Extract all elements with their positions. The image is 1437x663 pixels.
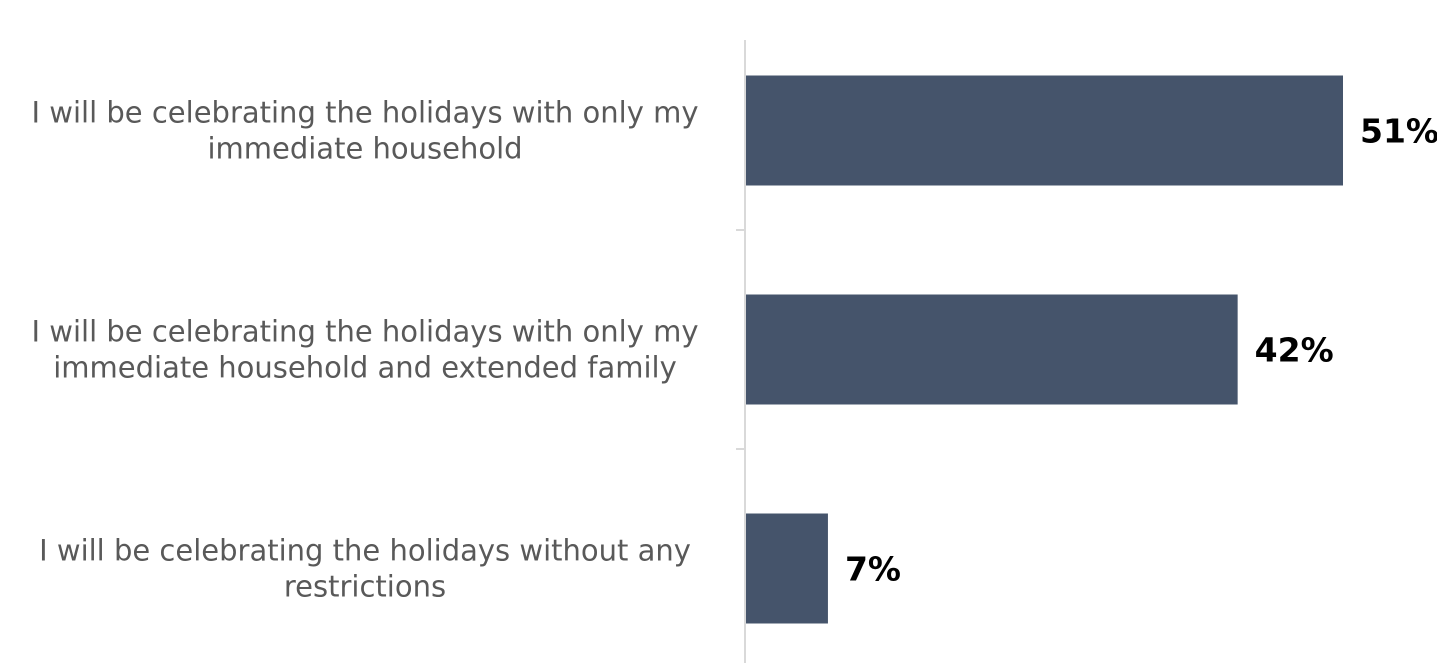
category-label: I will be celebrating the holidays witho… bbox=[39, 534, 691, 604]
category-label-line: I will be celebrating the holidays with … bbox=[32, 96, 699, 130]
category-label-line: restrictions bbox=[284, 570, 446, 604]
data-label: 7% bbox=[845, 550, 901, 589]
data-label: 51% bbox=[1360, 112, 1437, 151]
data-label: 42% bbox=[1255, 331, 1334, 370]
category-label-line: immediate household and extended family bbox=[53, 351, 677, 385]
bar bbox=[746, 294, 1238, 405]
category-label: I will be celebrating the holidays with … bbox=[32, 96, 699, 166]
category-label: I will be celebrating the holidays with … bbox=[32, 315, 699, 385]
category-label-line: I will be celebrating the holidays with … bbox=[32, 315, 699, 349]
bar bbox=[746, 513, 828, 624]
category-label-line: I will be celebrating the holidays witho… bbox=[39, 534, 691, 568]
bar bbox=[746, 75, 1343, 186]
category-label-line: immediate household bbox=[207, 132, 522, 166]
